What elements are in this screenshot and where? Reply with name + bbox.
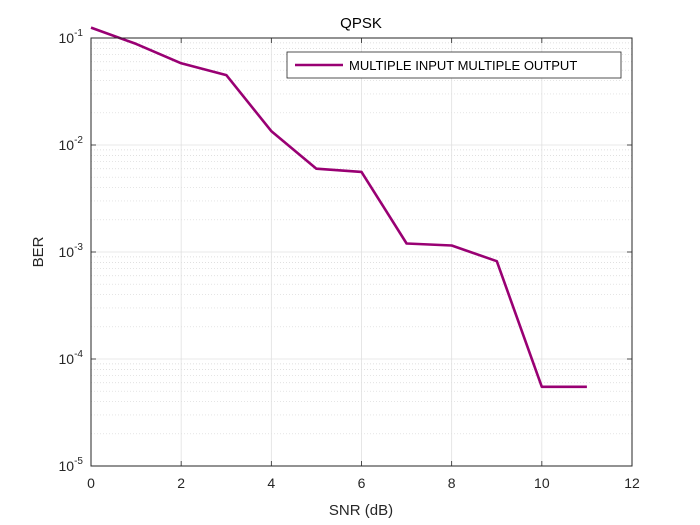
y-tick-label: 10-1 [59,28,84,46]
y-tick-exponent: -5 [74,456,83,467]
x-axis-title: SNR (dB) [329,502,393,519]
legend-label: MULTIPLE INPUT MULTIPLE OUTPUT [349,58,577,73]
y-tick-mantissa: 10 [59,351,75,367]
x-tick-label: 2 [177,475,185,491]
y-tick-mantissa: 10 [59,244,75,260]
y-tick-exponent: -3 [74,242,83,253]
series-layer [90,26,587,389]
y-tick-mantissa: 10 [59,137,75,153]
x-tick-label: 12 [624,475,640,491]
y-tick-exponent: -1 [74,28,83,39]
chart-title: QPSK [340,15,382,32]
y-tick-mantissa: 10 [59,458,75,474]
x-tick-label: 8 [448,475,456,491]
x-tick-label: 10 [534,475,550,491]
x-tick-label: 4 [267,475,275,491]
legend: MULTIPLE INPUT MULTIPLE OUTPUT [286,51,622,79]
y-tick-label: 10-2 [59,135,84,153]
x-tick-label: 0 [87,475,95,491]
ticks: 10-110-210-310-410-50 2 4 6 8 10 12 [59,28,640,491]
x-tick-label: 6 [358,475,366,491]
series-line [90,26,587,389]
y-tick-exponent: -2 [74,135,83,146]
y-tick-exponent: -4 [74,349,83,360]
y-axis-title: BER [30,236,47,267]
y-tick-label: 10-3 [59,242,84,260]
y-tick-label: 10-4 [59,349,84,367]
y-tick-label: 10-5 [59,456,84,474]
y-tick-mantissa: 10 [59,30,75,46]
